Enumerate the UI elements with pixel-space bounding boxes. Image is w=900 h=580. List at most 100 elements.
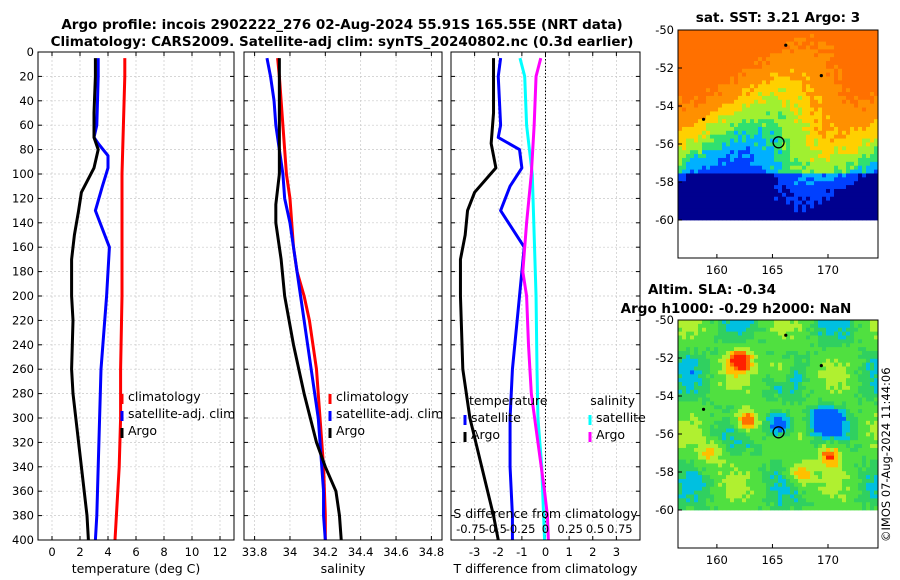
map-cell [766,420,771,426]
map-cell [690,436,695,441]
map-cell [874,331,879,336]
map-cell [690,416,695,422]
map-cell [770,475,775,480]
map-cell [778,351,783,356]
map-cell [802,335,807,340]
map-cell [838,146,843,151]
map-cell [678,76,683,81]
map-cell [814,165,819,170]
map-cell [722,463,727,468]
map-cell [778,68,783,74]
map-cell [722,111,727,116]
map-cell [866,409,871,414]
map-cell [742,157,747,163]
map-cell [746,343,751,348]
map-cell [822,33,827,39]
map-cell [682,37,687,43]
map-cell [778,88,783,93]
map-cell [730,389,735,395]
map-cell [766,192,771,198]
map-cell [770,405,775,410]
map-cell [702,358,707,364]
map-cell [842,335,847,340]
map-cell [830,61,835,66]
map-cell [830,173,835,178]
map-cell [710,123,715,128]
map-cell [866,320,871,325]
map-cell [858,185,863,190]
map-cell [842,72,847,77]
map-cell [838,362,843,367]
map-cell [822,99,827,105]
map-cell [690,382,695,387]
map-cell [818,455,823,460]
map-cell [698,347,703,352]
map-cell [858,68,863,74]
map-cell [874,33,879,39]
map-cell [850,37,855,43]
map-cell [806,76,811,81]
map-cell [726,451,731,457]
map-cell [742,382,747,387]
map-cell [822,331,827,336]
map-cell [726,92,731,97]
map-cell [754,327,759,333]
map-cell [830,216,835,221]
map-cell [722,216,727,221]
map-cell [702,177,707,182]
map-cell [698,204,703,209]
map-cell [850,475,855,480]
map-cell [866,57,871,62]
x-axis-label: temperature (deg C) [72,561,201,576]
map-cell [798,169,803,174]
map-cell [822,432,827,437]
map-cell [810,76,815,81]
map-cell [758,478,763,484]
map-cell [758,416,763,422]
map-cell [810,389,815,395]
map-cell [698,161,703,167]
map-cell [678,323,683,329]
map-cell [698,382,703,387]
map-cell [730,33,735,39]
map-cell [874,339,879,344]
map-cell [870,416,875,422]
map-cell [818,335,823,340]
map-cell [786,157,791,163]
map-cell [686,366,691,371]
map-cell [822,397,827,402]
map-cell [854,370,859,375]
map-cell [750,33,755,39]
map-cell [866,471,871,476]
map-cell [870,432,875,437]
map-cell [726,339,731,344]
map-cell [874,405,879,410]
map-cell [730,88,735,93]
map-cell [782,444,787,449]
map-cell [722,354,727,360]
map-cell [754,76,759,81]
map-cell [798,428,803,433]
map-cell [678,385,683,391]
map-cell [718,150,723,155]
map-cell [758,161,763,167]
map-cell [706,138,711,143]
map-cell [694,374,699,379]
map-cell [826,107,831,112]
map-cell [766,72,771,77]
map-cell [678,447,683,453]
map-cell [766,455,771,460]
map-cell [762,432,767,437]
map-cell [818,347,823,352]
map-cell [698,374,703,379]
map-cell [842,95,847,101]
map-cell [694,323,699,329]
map-cell [742,378,747,383]
map-cell [714,37,719,43]
map-cell [798,339,803,344]
map-cell [778,358,783,364]
map-cell [790,362,795,367]
map-cell [770,409,775,414]
map-cell [862,138,867,143]
map-cell [750,354,755,360]
